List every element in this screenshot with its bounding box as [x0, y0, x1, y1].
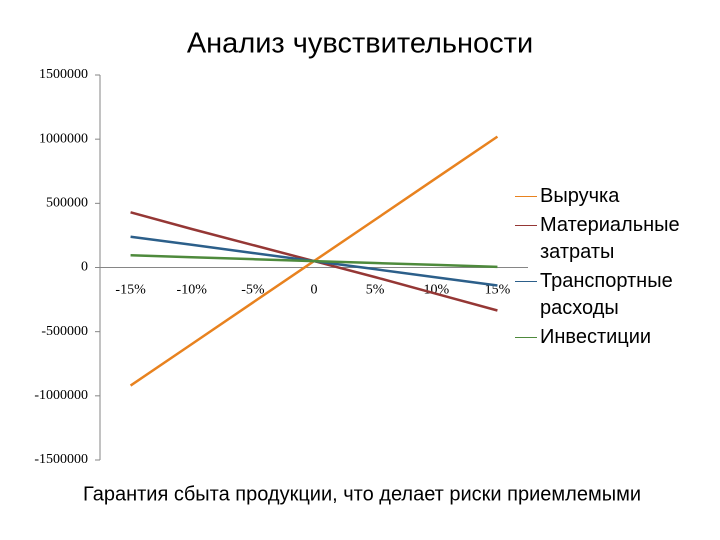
x-tick-label: 0	[311, 283, 318, 298]
y-tick-label: -1500000	[34, 452, 88, 467]
y-tick-label: 500000	[46, 196, 88, 211]
y-tick-label: 0	[81, 260, 88, 275]
y-tick-label: -500000	[41, 324, 88, 339]
legend-label: Материальные затраты	[540, 214, 680, 263]
x-tick-label: 15%	[485, 283, 511, 298]
x-tick-label: 5%	[366, 283, 385, 298]
x-tick-label: -10%	[177, 283, 208, 298]
legend-marker	[515, 225, 537, 226]
series-line	[130, 254, 498, 269]
legend-label: Выручка	[540, 185, 620, 207]
chart-title: Анализ чувствительности	[187, 28, 533, 60]
legend-entry: Выручка	[515, 183, 720, 210]
legend-marker	[515, 281, 537, 282]
legend-entry: Инвестиции	[515, 324, 720, 351]
legend-label: Транспортные расходы	[540, 270, 673, 319]
legend-entry: Материальные затраты	[515, 212, 720, 266]
chart-note: Гарантия сбыта продукции, что делает рис…	[83, 483, 641, 505]
x-tick-label: -15%	[115, 283, 146, 298]
x-tick-label: 10%	[423, 283, 449, 298]
legend-label: Инвестиции	[540, 326, 652, 348]
legend-marker	[515, 337, 537, 338]
y-tick-label: 1000000	[39, 131, 88, 146]
legend-entry: Транспортные расходы	[515, 268, 720, 322]
y-tick-label: 1500000	[39, 67, 88, 82]
legend: Выручка Материальные затраты Транспортные …	[515, 183, 720, 353]
x-tick-label: -5%	[241, 283, 265, 298]
legend-marker	[515, 196, 537, 197]
y-tick-label: -1000000	[34, 388, 88, 403]
